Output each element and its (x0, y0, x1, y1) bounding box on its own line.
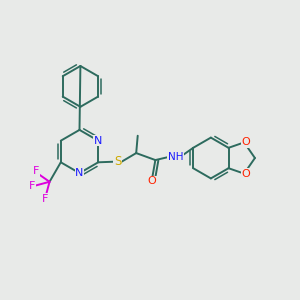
Text: O: O (242, 169, 250, 179)
Text: F: F (42, 194, 49, 204)
Text: S: S (114, 155, 122, 168)
Text: O: O (148, 176, 157, 186)
Text: F: F (29, 181, 35, 191)
Text: O: O (242, 137, 250, 147)
Text: F: F (32, 166, 39, 176)
Text: N: N (94, 136, 102, 146)
Text: NH: NH (168, 152, 183, 161)
Text: N: N (75, 168, 84, 178)
